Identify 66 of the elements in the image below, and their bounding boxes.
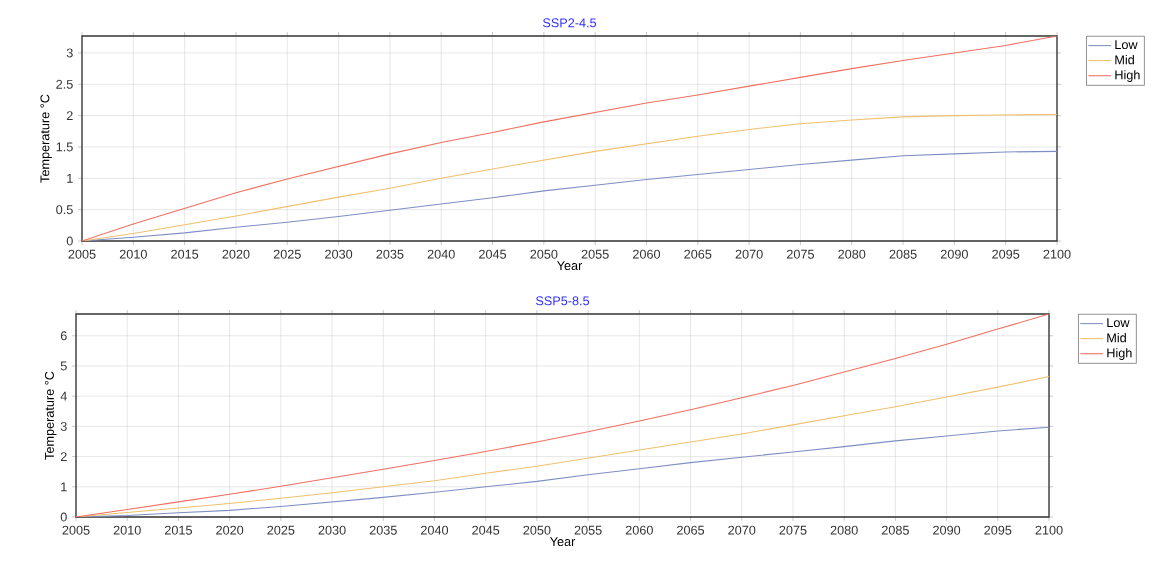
x-tick-label: 2040 bbox=[421, 525, 449, 535]
x-tick-label: 2040 bbox=[427, 249, 455, 259]
x-tick-label: 2020 bbox=[216, 525, 244, 535]
x-tick-label: 2025 bbox=[267, 525, 295, 535]
x-tick-label: 2065 bbox=[677, 525, 705, 535]
x-tick-label: 2075 bbox=[779, 525, 807, 535]
y-tick-label: 4 bbox=[60, 391, 67, 401]
x-tick-label: 2090 bbox=[940, 249, 968, 259]
legend-label: High bbox=[1115, 70, 1140, 82]
y-tick-label: 6 bbox=[60, 331, 67, 341]
y-tick-label: 0.5 bbox=[56, 205, 73, 215]
y-tick-label: 1 bbox=[61, 482, 67, 492]
legend-label: Mid bbox=[1115, 54, 1134, 65]
x-tick-label: 2015 bbox=[164, 525, 192, 535]
x-tick-label: 2080 bbox=[830, 525, 858, 535]
x-tick-label: 2020 bbox=[222, 249, 250, 259]
x-tick-label: 2050 bbox=[523, 525, 551, 535]
y-tick-label: 1 bbox=[67, 173, 73, 183]
y-tick-label: 0 bbox=[66, 236, 73, 246]
y-tick-label: 3 bbox=[60, 421, 67, 431]
y-tick-label: 2 bbox=[66, 111, 73, 121]
x-tick-label: 2010 bbox=[113, 525, 141, 535]
x-tick-label: 2050 bbox=[530, 249, 558, 259]
x-axis-title: Year bbox=[556, 261, 583, 271]
x-axis-title: Year bbox=[549, 537, 576, 547]
x-tick-label: 2060 bbox=[633, 249, 661, 259]
x-tick-label: 2070 bbox=[728, 525, 756, 535]
y-axis-title: Temperature °C bbox=[40, 94, 52, 183]
chart-title: SSP2-4.5 bbox=[542, 18, 597, 28]
x-tick-label: 2045 bbox=[472, 525, 500, 535]
legend-label: High bbox=[1107, 348, 1132, 360]
y-tick-label: 0 bbox=[60, 512, 67, 522]
x-tick-label: 2025 bbox=[273, 249, 301, 259]
x-tick-label: 2070 bbox=[735, 249, 763, 259]
x-tick-label: 2035 bbox=[376, 249, 404, 259]
x-tick-label: 2060 bbox=[625, 525, 653, 535]
y-tick-label: 3 bbox=[66, 48, 73, 58]
y-tick-label: 2 bbox=[60, 452, 67, 462]
x-tick-label: 2030 bbox=[318, 525, 346, 535]
x-tick-label: 2055 bbox=[581, 249, 609, 259]
x-tick-label: 2095 bbox=[992, 249, 1020, 259]
legend-label: Mid bbox=[1107, 332, 1126, 343]
x-tick-label: 2085 bbox=[881, 525, 909, 535]
x-tick-label: 2065 bbox=[684, 249, 712, 259]
x-tick-label: 2075 bbox=[786, 249, 814, 259]
x-tick-label: 2055 bbox=[574, 525, 602, 535]
x-tick-label: 2030 bbox=[325, 249, 353, 259]
y-axis-title: Temperature °C bbox=[44, 371, 57, 460]
x-tick-label: 2090 bbox=[933, 525, 961, 535]
legend-label: Low bbox=[1115, 40, 1138, 50]
x-tick-label: 2005 bbox=[62, 525, 90, 535]
y-tick-label: 2.5 bbox=[56, 79, 73, 89]
x-tick-label: 2100 bbox=[1043, 249, 1071, 259]
x-tick-label: 2015 bbox=[171, 249, 199, 259]
x-tick-label: 2035 bbox=[369, 525, 397, 535]
x-tick-label: 2100 bbox=[1035, 525, 1063, 535]
x-tick-label: 2010 bbox=[119, 249, 147, 259]
x-tick-label: 2005 bbox=[68, 249, 96, 259]
y-tick-label: 1.5 bbox=[56, 142, 73, 152]
x-tick-label: 2080 bbox=[838, 249, 866, 259]
x-tick-label: 2045 bbox=[479, 249, 507, 259]
legend-label: Low bbox=[1107, 318, 1130, 328]
chart-title: SSP5-8.5 bbox=[535, 296, 590, 306]
y-tick-label: 5 bbox=[60, 361, 67, 371]
x-tick-label: 2095 bbox=[984, 525, 1012, 535]
x-tick-label: 2085 bbox=[889, 249, 917, 259]
